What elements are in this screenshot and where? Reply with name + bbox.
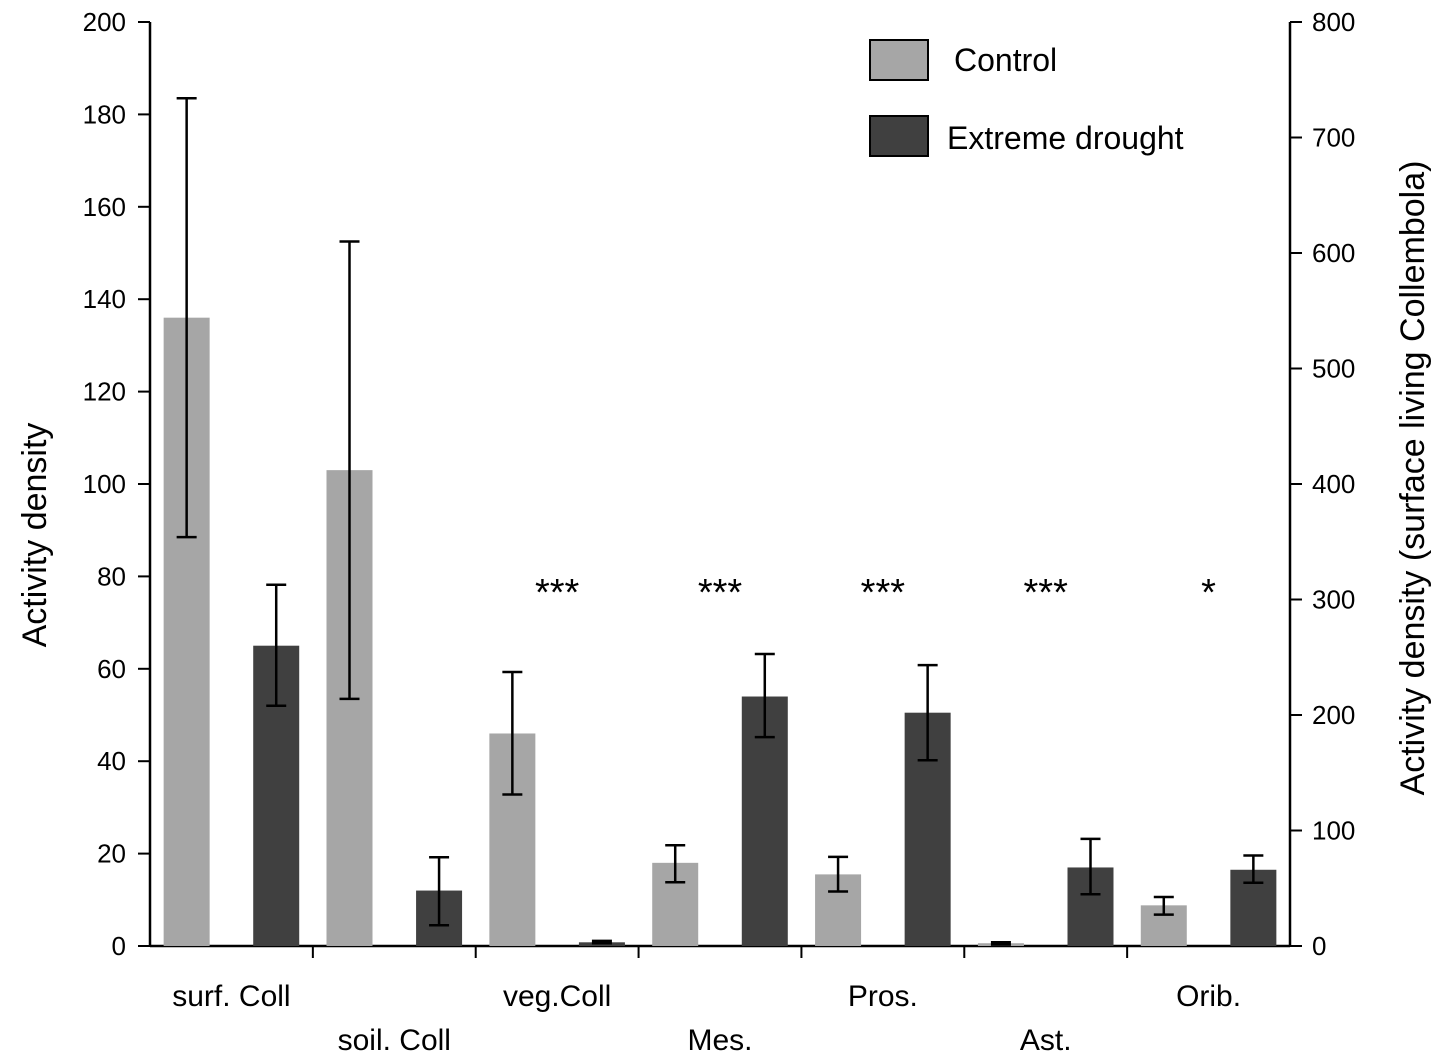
y-tick-label: 140 [83,284,126,314]
y-tick-label: 0 [112,931,126,961]
x-axis-ticks [311,946,1129,958]
significance-marker: *** [535,572,580,614]
category-label: surf. Coll [172,980,290,1013]
right-y-tick-label: 700 [1312,123,1355,153]
right-y-tick-label: 400 [1312,469,1355,499]
category-label: Ast. [1020,1024,1072,1057]
right-y-tick-label: 200 [1312,700,1355,730]
category-label: Orib. [1176,980,1241,1013]
right-y-axis-title: Activity density (surface living Collemb… [1394,161,1432,796]
error-bars [176,96,1264,946]
right-axis-ticks: 0 100 200 300 400 500 600 700 800 [1290,7,1355,961]
y-tick-label: 60 [97,654,126,684]
right-y-tick-label: 600 [1312,238,1355,268]
axes [148,22,1292,948]
category-label: Mes. [687,1024,752,1057]
significance-markers: *** *** *** *** * [535,572,1216,614]
significance-marker: *** [861,572,906,614]
significance-marker: *** [698,572,743,614]
y-tick-label: 40 [97,746,126,776]
y-axis-title: Activity density [16,423,54,648]
left-axis-ticks: 0 20 40 60 80 100 120 140 160 180 200 [83,7,150,961]
category-labels: surf. Coll soil. Coll veg.Coll Mes. Pros. Ast… [172,980,1241,1057]
y-tick-label: 100 [83,469,126,499]
right-y-tick-label: 300 [1312,585,1355,615]
category-label: veg.Coll [503,980,611,1013]
y-tick-label: 160 [83,192,126,222]
y-tick-label: 80 [97,561,126,591]
right-y-tick-label: 100 [1312,816,1355,846]
legend-swatch-extreme-drought [869,115,929,157]
category-label: soil. Coll [338,1024,451,1057]
legend-label-extreme-drought: Extreme drought [947,120,1184,156]
legend-swatch-control [869,39,929,81]
right-y-tick-label: 0 [1312,931,1326,961]
category-label: Pros. [848,980,918,1013]
y-tick-label: 120 [83,377,126,407]
y-tick-label: 20 [97,839,126,869]
right-y-tick-label: 500 [1312,354,1355,384]
right-y-tick-label: 800 [1312,7,1355,37]
y-tick-label: 180 [83,99,126,129]
y-tick-label: 200 [83,7,126,37]
bars [163,317,1277,946]
significance-marker: *** [1024,572,1069,614]
legend-label-control: Control [954,42,1057,78]
legend: Control Extreme drought [869,39,1184,157]
significance-marker: * [1201,572,1216,614]
